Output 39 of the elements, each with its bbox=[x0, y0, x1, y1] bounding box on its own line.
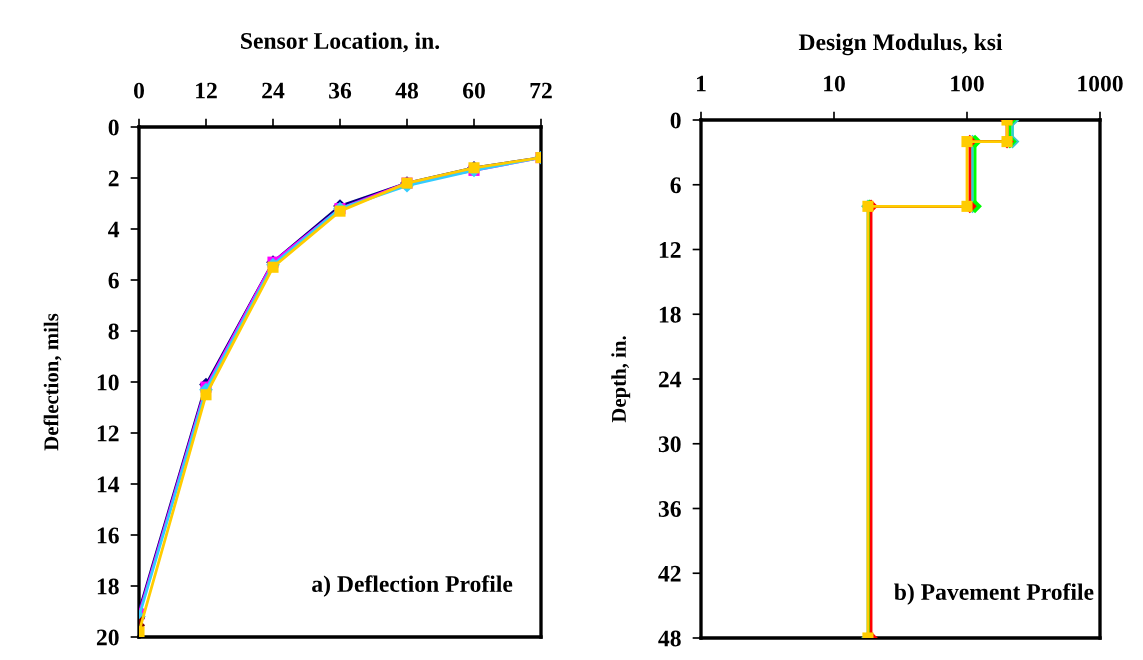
y-tick-label: 6 bbox=[670, 177, 681, 194]
y-tick-label: 2 bbox=[108, 170, 119, 187]
y-tick-label: 48 bbox=[658, 630, 681, 647]
y-tick-label: 42 bbox=[658, 565, 681, 582]
y-tick-label: 16 bbox=[97, 527, 119, 544]
y-tick-label: 8 bbox=[108, 323, 119, 340]
y-tick-label: 18 bbox=[97, 578, 119, 595]
y-tick-label: 18 bbox=[659, 306, 681, 323]
y-tick-label: 4 bbox=[108, 221, 120, 238]
x-tick-label: 12 bbox=[196, 82, 217, 99]
annotation: b) Pavement Profile bbox=[894, 583, 1094, 605]
x-axis-title: Sensor Location, in. bbox=[241, 32, 440, 53]
x-tick-label: 1000 bbox=[1078, 75, 1123, 92]
point bbox=[267, 261, 279, 273]
y-tick-label: 20 bbox=[96, 629, 119, 646]
x-tick-label: 1 bbox=[696, 75, 706, 92]
y-tick-label: 12 bbox=[659, 242, 681, 258]
point bbox=[200, 389, 212, 401]
y-tick-label: 14 bbox=[97, 476, 120, 493]
y-tick-label: 10 bbox=[97, 374, 119, 391]
x-tick-label: 72 bbox=[530, 82, 552, 99]
x-tick-label: 36 bbox=[329, 82, 352, 99]
x-tick-label: 24 bbox=[262, 82, 285, 99]
y-axis-title: Depth, in. bbox=[611, 336, 631, 423]
x-axis-title: Design Modulus, ksi bbox=[798, 33, 1003, 56]
y-tick-label: 6 bbox=[108, 272, 119, 289]
x-tick-label: 100 bbox=[951, 75, 984, 92]
y-tick-label: 24 bbox=[658, 371, 682, 388]
y-tick-label: 12 bbox=[97, 425, 119, 442]
x-tick-label: 10 bbox=[824, 75, 845, 92]
y-axis-title: Deflection, mils bbox=[43, 313, 62, 451]
y-tick-label: 30 bbox=[658, 436, 681, 453]
x-tick-label: 48 bbox=[395, 82, 419, 99]
y-tick-label: 36 bbox=[658, 501, 681, 517]
x-tick-label: 0 bbox=[134, 82, 144, 99]
x-tick-label: 60 bbox=[463, 82, 485, 99]
y-tick-label: 0 bbox=[108, 119, 119, 136]
annotation: a) Deflection Profile bbox=[312, 575, 513, 597]
y-tick-label: 0 bbox=[670, 112, 681, 129]
